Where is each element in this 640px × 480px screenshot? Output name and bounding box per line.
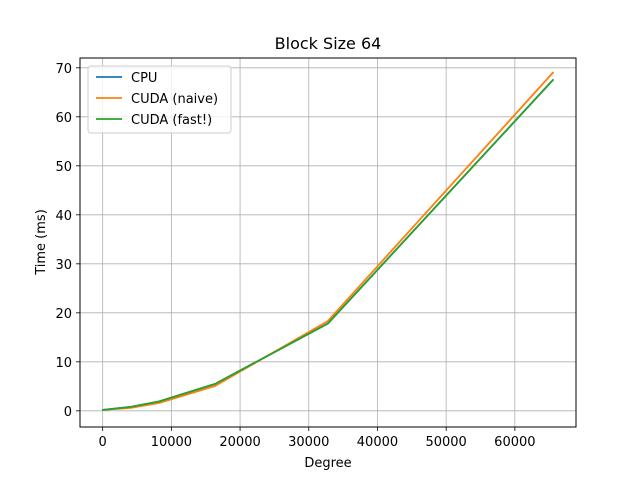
y-axis-label: Time (ms) bbox=[34, 209, 49, 276]
legend: CPU CUDA (naive) CUDA (fast!) bbox=[87, 65, 232, 134]
chart-title: Block Size 64 bbox=[275, 34, 382, 53]
x-axis-label: Degree bbox=[304, 456, 351, 471]
legend-box bbox=[87, 65, 232, 134]
legend-label-cpu: CPU bbox=[131, 71, 157, 86]
x-tick-label: 50000 bbox=[425, 435, 466, 450]
x-tick-label: 20000 bbox=[219, 435, 260, 450]
x-tick-label: 0 bbox=[99, 435, 107, 450]
y-tick-label: 30 bbox=[55, 258, 72, 273]
axis-ticks: 0 10000 20000 30000 40000 50000 60000 0 10 20 30 40… bbox=[55, 62, 535, 450]
series-lines bbox=[102, 71, 555, 411]
x-tick-label: 60000 bbox=[494, 435, 535, 450]
plot-frame bbox=[79, 57, 577, 428]
x-tick-label: 10000 bbox=[151, 435, 192, 450]
legend-label-cuda-naive: CUDA (naive) bbox=[131, 92, 218, 107]
x-tick-label: 30000 bbox=[288, 435, 329, 450]
y-tick-label: 70 bbox=[55, 62, 72, 77]
series-line-cuda-fast bbox=[102, 78, 555, 411]
y-tick-label: 40 bbox=[55, 209, 72, 224]
y-tick-label: 20 bbox=[55, 307, 72, 322]
y-tick-label: 0 bbox=[64, 405, 72, 420]
grid bbox=[80, 58, 576, 427]
x-tick-label: 40000 bbox=[357, 435, 398, 450]
y-tick-label: 10 bbox=[55, 356, 72, 371]
y-tick-label: 60 bbox=[55, 111, 72, 126]
legend-label-cuda-fast: CUDA (fast!) bbox=[131, 113, 212, 128]
y-tick-label: 50 bbox=[55, 160, 72, 175]
